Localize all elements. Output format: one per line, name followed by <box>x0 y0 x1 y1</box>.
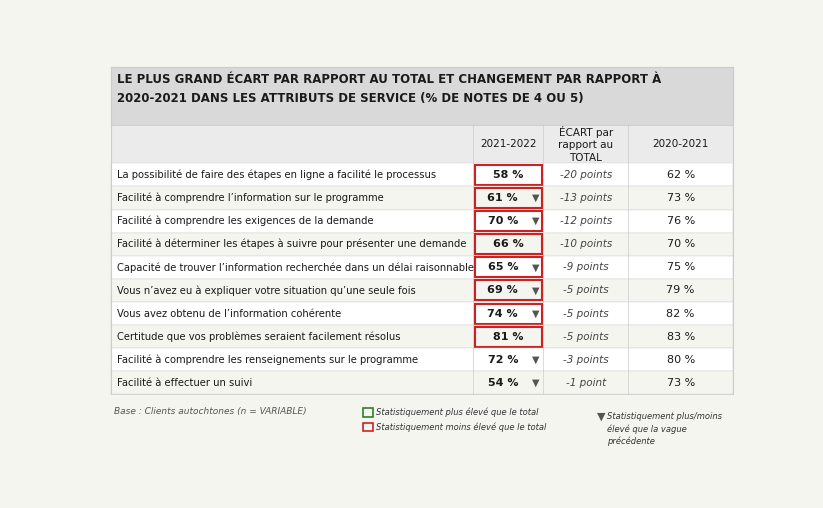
Text: 2020-2021: 2020-2021 <box>653 139 709 149</box>
Text: ▼: ▼ <box>597 412 606 422</box>
Text: Facilité à comprendre les renseignements sur le programme: Facilité à comprendre les renseignements… <box>117 355 418 365</box>
Text: Vous n’avez eu à expliquer votre situation qu’une seule fois: Vous n’avez eu à expliquer votre situati… <box>117 285 416 296</box>
Text: Statistiquement plus élevé que le total: Statistiquement plus élevé que le total <box>376 408 539 417</box>
Text: ▼: ▼ <box>532 355 539 365</box>
Text: 83 %: 83 % <box>667 332 695 341</box>
Text: 76 %: 76 % <box>667 216 695 226</box>
FancyBboxPatch shape <box>110 279 733 302</box>
FancyBboxPatch shape <box>110 302 733 325</box>
Text: Facilité à effectuer un suivi: Facilité à effectuer un suivi <box>117 378 252 388</box>
FancyBboxPatch shape <box>110 210 733 233</box>
Text: 72 %: 72 % <box>487 355 518 365</box>
Text: 82 %: 82 % <box>667 308 695 319</box>
FancyBboxPatch shape <box>110 325 733 348</box>
Text: 62 %: 62 % <box>667 170 695 180</box>
Text: 54 %: 54 % <box>487 378 518 388</box>
Text: -5 points: -5 points <box>563 285 608 296</box>
FancyBboxPatch shape <box>110 186 733 210</box>
Text: Facilité à comprendre les exigences de la demande: Facilité à comprendre les exigences de l… <box>117 216 374 227</box>
Text: ▼: ▼ <box>532 285 539 296</box>
Text: 61 %: 61 % <box>487 193 518 203</box>
Text: Facilité à déterminer les étapes à suivre pour présenter une demande: Facilité à déterminer les étapes à suivr… <box>117 239 467 249</box>
FancyBboxPatch shape <box>110 233 733 256</box>
Text: ▼: ▼ <box>532 378 539 388</box>
FancyBboxPatch shape <box>110 371 733 394</box>
Text: ▼: ▼ <box>532 193 539 203</box>
Text: Statistiquement moins élevé que le total: Statistiquement moins élevé que le total <box>376 422 546 432</box>
FancyBboxPatch shape <box>110 164 733 186</box>
Text: LE PLUS GRAND ÉCART PAR RAPPORT AU TOTAL ET CHANGEMENT PAR RAPPORT À
2020-2021 D: LE PLUS GRAND ÉCART PAR RAPPORT AU TOTAL… <box>117 73 661 105</box>
Text: -5 points: -5 points <box>563 332 608 341</box>
Text: Base : Clients autochtones (n = VARIABLE): Base : Clients autochtones (n = VARIABLE… <box>114 407 307 417</box>
Text: ▼: ▼ <box>532 216 539 226</box>
Text: 73 %: 73 % <box>667 378 695 388</box>
Text: 58 %: 58 % <box>493 170 523 180</box>
Text: 79 %: 79 % <box>667 285 695 296</box>
Text: 70 %: 70 % <box>487 216 518 226</box>
Text: ▼: ▼ <box>532 308 539 319</box>
Text: 74 %: 74 % <box>487 308 518 319</box>
Text: 70 %: 70 % <box>667 239 695 249</box>
Text: Certitude que vos problèmes seraient facilement résolus: Certitude que vos problèmes seraient fac… <box>117 331 400 342</box>
Text: La possibilité de faire des étapes en ligne a facilité le processus: La possibilité de faire des étapes en li… <box>117 170 436 180</box>
Text: Statistiquement plus/moins
élevé que la vague
précédente: Statistiquement plus/moins élevé que la … <box>607 412 723 446</box>
FancyBboxPatch shape <box>110 256 733 279</box>
Text: -20 points: -20 points <box>560 170 611 180</box>
Text: 69 %: 69 % <box>487 285 518 296</box>
Text: 75 %: 75 % <box>667 262 695 272</box>
Text: -10 points: -10 points <box>560 239 611 249</box>
FancyBboxPatch shape <box>110 67 733 125</box>
Text: Vous avez obtenu de l’information cohérente: Vous avez obtenu de l’information cohére… <box>117 308 341 319</box>
Text: 80 %: 80 % <box>667 355 695 365</box>
Text: -5 points: -5 points <box>563 308 608 319</box>
Text: 81 %: 81 % <box>493 332 523 341</box>
Text: -1 point: -1 point <box>565 378 606 388</box>
Text: 2021-2022: 2021-2022 <box>480 139 537 149</box>
FancyBboxPatch shape <box>110 348 733 371</box>
Text: -3 points: -3 points <box>563 355 608 365</box>
Text: 73 %: 73 % <box>667 193 695 203</box>
FancyBboxPatch shape <box>110 125 733 164</box>
Text: ▼: ▼ <box>532 262 539 272</box>
Text: 66 %: 66 % <box>493 239 523 249</box>
Text: 65 %: 65 % <box>487 262 518 272</box>
Text: -9 points: -9 points <box>563 262 608 272</box>
Text: Capacité de trouver l’information recherchée dans un délai raisonnable: Capacité de trouver l’information recher… <box>117 262 474 273</box>
Text: ÉCART par
rapport au
TOTAL: ÉCART par rapport au TOTAL <box>558 125 613 163</box>
Text: Facilité à comprendre l’information sur le programme: Facilité à comprendre l’information sur … <box>117 193 384 203</box>
Text: -12 points: -12 points <box>560 216 611 226</box>
Text: -13 points: -13 points <box>560 193 611 203</box>
